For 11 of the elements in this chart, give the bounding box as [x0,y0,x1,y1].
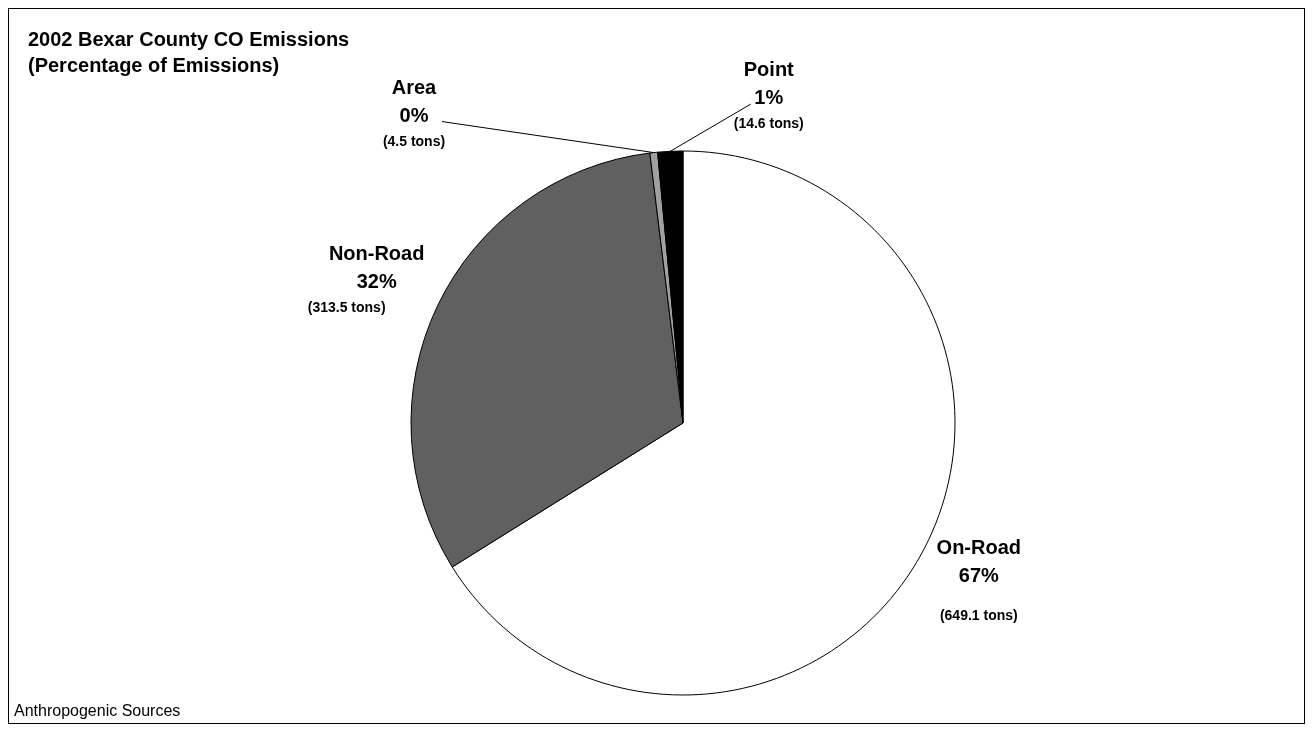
chart-title: 2002 Bexar County CO Emissions [28,28,350,50]
data-label: 0% (4.5 tons) [382,103,446,149]
slice-label: Area [391,75,438,98]
data-label: 67% (649.1 tons) [939,563,1018,623]
chart-subtitle: (Percentage of Emissions) [28,54,280,76]
slice-label: Point [743,58,795,81]
slice-label: On-Road [936,535,1022,558]
data-label: 32% (313.5 tons) [307,270,397,316]
text: Anthropogenic Sources [14,702,181,719]
slice-label: Non-Road [328,242,425,265]
data-label: 1% (14.6 tons) [733,86,804,132]
